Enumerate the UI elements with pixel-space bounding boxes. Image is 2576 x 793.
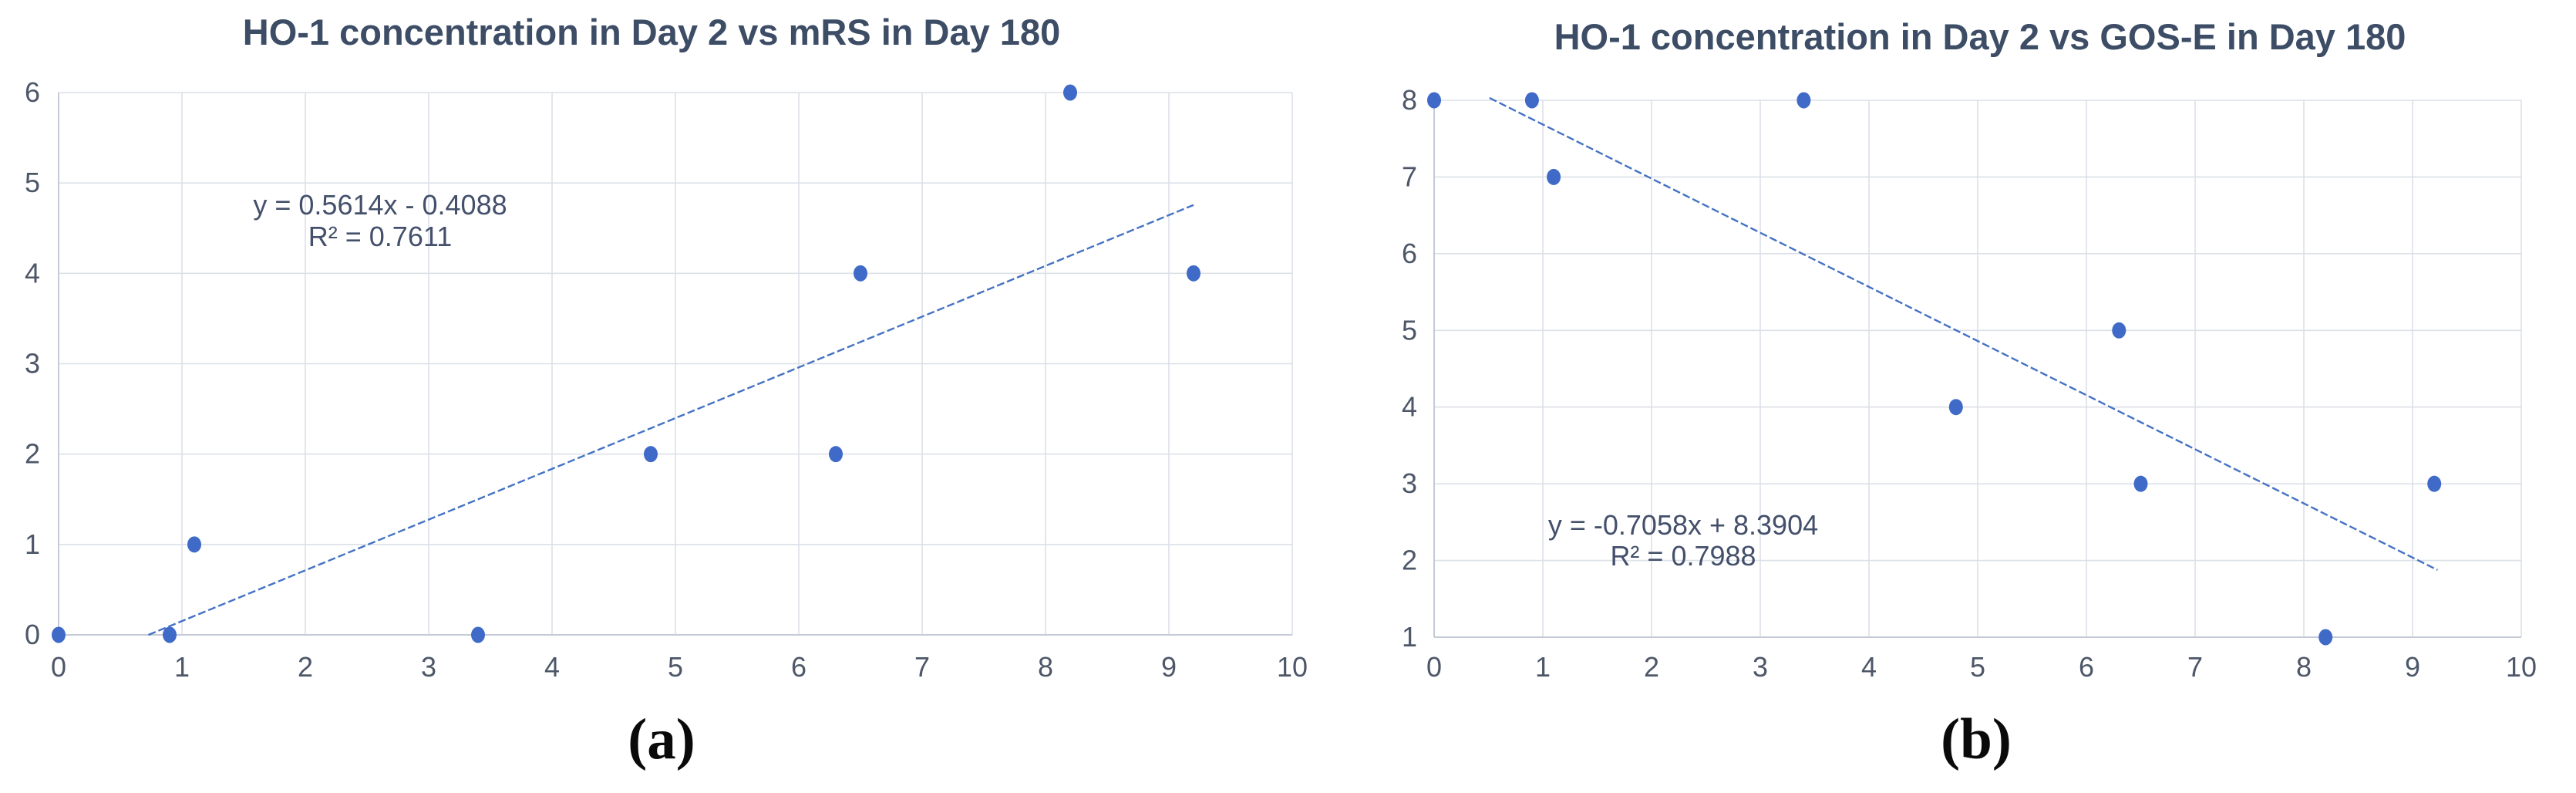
x-axis-tick-label: 6 bbox=[791, 651, 806, 683]
x-axis-tick-label: 10 bbox=[2506, 651, 2537, 683]
x-axis-tick-label: 8 bbox=[2296, 651, 2312, 683]
x-axis-tick-label: 9 bbox=[1161, 651, 1177, 683]
data-point bbox=[163, 626, 177, 643]
x-axis-tick-label: 2 bbox=[1644, 651, 1659, 683]
x-axis-tick-label: 3 bbox=[1753, 651, 1768, 683]
x-axis-tick-label: 8 bbox=[1038, 651, 1053, 683]
data-point bbox=[471, 626, 485, 643]
y-axis-tick-label: 6 bbox=[1402, 238, 1417, 269]
data-point bbox=[1948, 399, 1963, 416]
data-point bbox=[1796, 92, 1811, 109]
trendline bbox=[1489, 96, 2438, 571]
panel-caption-b: (b) bbox=[1941, 707, 2012, 771]
y-axis-tick-label: 6 bbox=[25, 76, 40, 108]
data-point bbox=[187, 536, 201, 553]
x-axis-tick-label: 1 bbox=[174, 651, 190, 683]
x-axis-tick-label: 4 bbox=[1861, 651, 1877, 683]
data-point bbox=[52, 626, 66, 643]
x-axis-tick-label: 0 bbox=[1426, 651, 1442, 683]
x-axis-tick-label: 0 bbox=[51, 651, 66, 683]
x-axis-tick-label: 7 bbox=[914, 651, 930, 683]
data-point bbox=[2133, 475, 2148, 492]
y-axis-tick-label: 4 bbox=[1402, 391, 1417, 423]
y-axis-tick-label: 5 bbox=[25, 167, 40, 198]
x-axis-tick-label: 4 bbox=[544, 651, 560, 683]
y-axis-tick-label: 2 bbox=[25, 438, 40, 470]
data-point bbox=[2112, 322, 2126, 339]
trendline-r-squared-label: R² = 0.7611 bbox=[308, 221, 452, 252]
data-point bbox=[644, 446, 658, 463]
y-axis-tick-label: 5 bbox=[1402, 314, 1417, 346]
data-point bbox=[1063, 84, 1077, 101]
data-point bbox=[2427, 475, 2442, 492]
data-point bbox=[1524, 92, 1539, 109]
data-point bbox=[829, 446, 843, 463]
x-axis-tick-label: 10 bbox=[1277, 651, 1308, 683]
y-axis-tick-label: 1 bbox=[1402, 621, 1417, 653]
x-axis-tick-label: 5 bbox=[668, 651, 683, 683]
trendline-r-squared-label: R² = 0.7988 bbox=[1610, 540, 1756, 572]
y-axis-tick-label: 0 bbox=[25, 619, 40, 650]
y-axis-tick-label: 2 bbox=[1402, 545, 1417, 576]
y-axis-tick-label: 3 bbox=[1402, 467, 1417, 499]
data-point bbox=[1427, 92, 1441, 109]
y-axis-tick-label: 4 bbox=[25, 257, 40, 289]
trendline bbox=[148, 204, 1194, 636]
x-axis-tick-label: 3 bbox=[421, 651, 436, 683]
data-point bbox=[854, 265, 867, 282]
trendline-equation-label: y = 0.5614x - 0.4088 bbox=[253, 189, 507, 221]
data-point bbox=[1187, 265, 1200, 282]
panel-caption-a: (a) bbox=[628, 707, 695, 771]
y-axis-tick-label: 7 bbox=[1402, 160, 1417, 192]
x-axis-tick-label: 6 bbox=[2079, 651, 2094, 683]
x-axis-tick-label: 1 bbox=[1535, 651, 1551, 683]
x-axis-tick-label: 2 bbox=[298, 651, 313, 683]
data-point bbox=[2318, 629, 2333, 646]
trendline-equation-label: y = -0.7058x + 8.3904 bbox=[1548, 509, 1818, 541]
x-axis-tick-label: 5 bbox=[1970, 651, 1985, 683]
y-axis-tick-label: 8 bbox=[1402, 84, 1417, 116]
chart-title: HO-1 concentration in Day 2 vs GOS-E in … bbox=[1554, 16, 2406, 57]
chart-title: HO-1 concentration in Day 2 vs mRS in Da… bbox=[243, 12, 1060, 52]
x-axis-tick-label: 7 bbox=[2187, 651, 2203, 683]
y-axis-tick-label: 1 bbox=[25, 528, 40, 560]
data-point bbox=[1547, 168, 1561, 185]
x-axis-tick-label: 9 bbox=[2405, 651, 2420, 683]
y-axis-tick-label: 3 bbox=[25, 348, 40, 380]
